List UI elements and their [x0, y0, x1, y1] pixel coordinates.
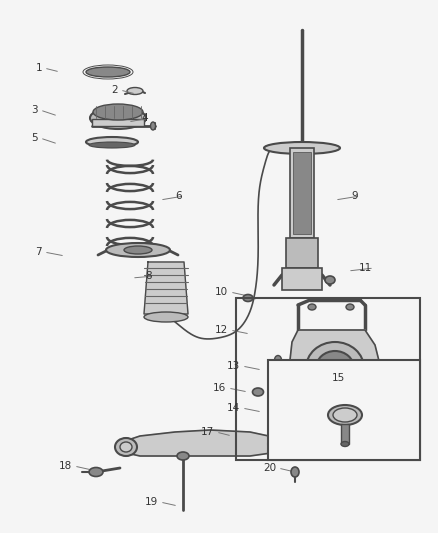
Ellipse shape	[325, 276, 335, 284]
Ellipse shape	[144, 312, 188, 322]
Text: 6: 6	[175, 191, 182, 201]
Ellipse shape	[264, 142, 340, 154]
Text: 9: 9	[351, 191, 358, 201]
Text: 12: 12	[215, 325, 228, 335]
Text: 5: 5	[32, 133, 38, 143]
Ellipse shape	[333, 408, 357, 422]
Ellipse shape	[316, 351, 354, 385]
Text: 1: 1	[35, 63, 42, 73]
Ellipse shape	[90, 107, 146, 129]
Text: 7: 7	[35, 247, 42, 257]
Ellipse shape	[177, 452, 189, 460]
Bar	[341, 424, 349, 444]
Ellipse shape	[346, 304, 354, 310]
Ellipse shape	[243, 295, 253, 302]
Ellipse shape	[151, 122, 155, 130]
Bar	[282, 268, 322, 290]
Ellipse shape	[327, 361, 343, 375]
Ellipse shape	[275, 356, 282, 365]
Bar	[92, 119, 144, 126]
Text: 3: 3	[32, 105, 38, 115]
Bar	[286, 238, 318, 268]
Text: 14: 14	[227, 403, 240, 413]
Text: 10: 10	[215, 287, 228, 297]
Ellipse shape	[106, 243, 170, 257]
Text: 13: 13	[227, 361, 240, 371]
Bar	[293, 152, 311, 234]
Ellipse shape	[341, 441, 349, 447]
Ellipse shape	[273, 438, 287, 450]
Ellipse shape	[308, 304, 316, 310]
Ellipse shape	[124, 246, 152, 254]
Ellipse shape	[120, 442, 132, 452]
Polygon shape	[122, 430, 285, 456]
Bar	[236, 298, 420, 460]
Ellipse shape	[291, 467, 299, 477]
Bar	[268, 360, 420, 460]
Text: 15: 15	[332, 373, 345, 383]
Ellipse shape	[252, 388, 264, 396]
Text: 8: 8	[145, 271, 152, 281]
Text: 17: 17	[201, 427, 214, 437]
Ellipse shape	[127, 87, 143, 94]
Text: 2: 2	[111, 85, 118, 95]
Ellipse shape	[89, 142, 135, 148]
Ellipse shape	[268, 433, 292, 455]
Bar	[290, 148, 314, 238]
Text: 19: 19	[145, 497, 158, 507]
Ellipse shape	[328, 405, 362, 425]
Text: 11: 11	[359, 263, 372, 273]
Ellipse shape	[93, 104, 143, 120]
Ellipse shape	[86, 67, 130, 77]
Text: 20: 20	[263, 463, 276, 473]
Ellipse shape	[86, 137, 138, 147]
Ellipse shape	[306, 342, 364, 394]
Polygon shape	[144, 262, 188, 314]
Ellipse shape	[89, 467, 103, 477]
Ellipse shape	[115, 438, 137, 456]
Polygon shape	[290, 330, 380, 408]
Text: 18: 18	[59, 461, 72, 471]
Text: 16: 16	[213, 383, 226, 393]
Text: 4: 4	[141, 113, 148, 123]
